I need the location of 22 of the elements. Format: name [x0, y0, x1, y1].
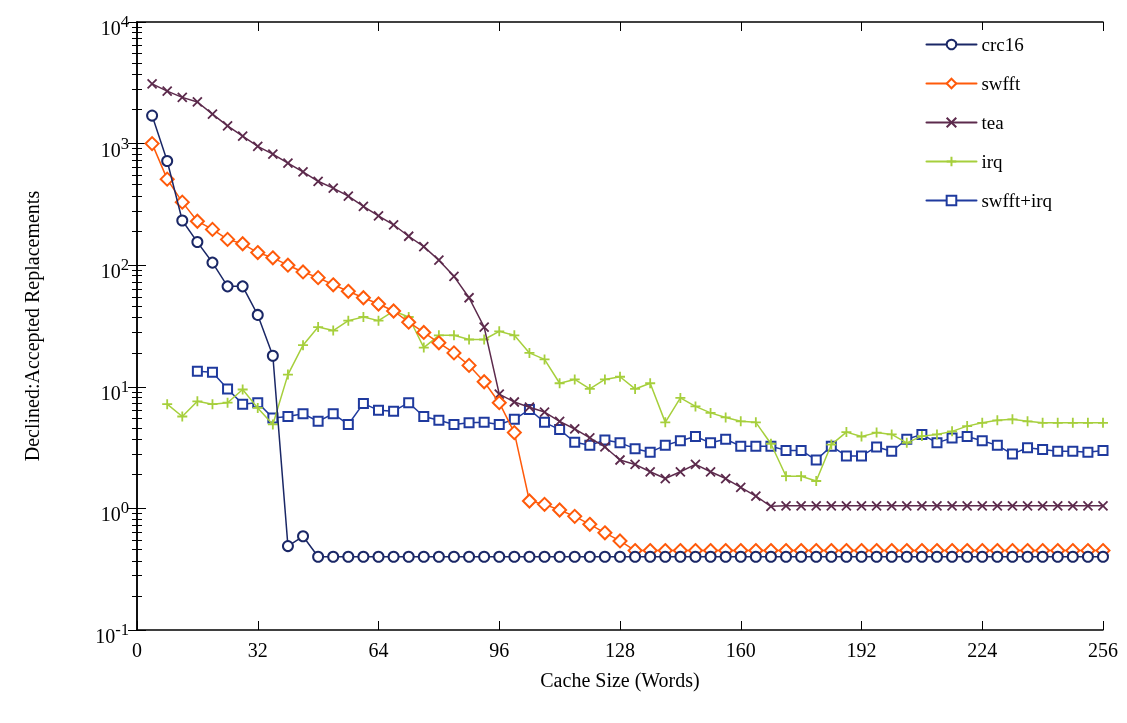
x-axis-title: Cache Size (Words): [540, 669, 700, 692]
x-tick-label: 32: [247, 639, 268, 661]
y-tick-label: 10$^{0}$: [100, 497, 129, 528]
x-tick-label: 224: [967, 639, 998, 661]
y-tick-label: 10$^{2}$: [100, 254, 129, 284]
x-tick-label: 128: [605, 639, 635, 661]
legend-label: irq: [981, 151, 1004, 172]
legend-label: swfft+irq: [981, 190, 1053, 211]
legend-label: crc16: [981, 34, 1024, 55]
x-tick-label: 0: [132, 639, 142, 661]
y-tick-label: 10$^{-1}$: [95, 619, 129, 649]
y-tick-label: 10$^{1}$: [100, 375, 129, 406]
y-tick-label: 10$^{4}$: [100, 11, 129, 41]
x-tick-label: 64: [368, 639, 389, 661]
x-tick-label: 160: [725, 639, 756, 661]
y-axis-title: Declined:Accepted Replacements: [21, 190, 44, 462]
legend-label: swfft: [981, 73, 1021, 94]
x-tick-label: 256: [1088, 639, 1118, 661]
x-tick-label: 192: [846, 639, 877, 661]
x-tick-label: 96: [489, 639, 510, 661]
legend-label: tea: [981, 112, 1005, 133]
y-tick-label: 10$^{3}$: [100, 132, 129, 163]
